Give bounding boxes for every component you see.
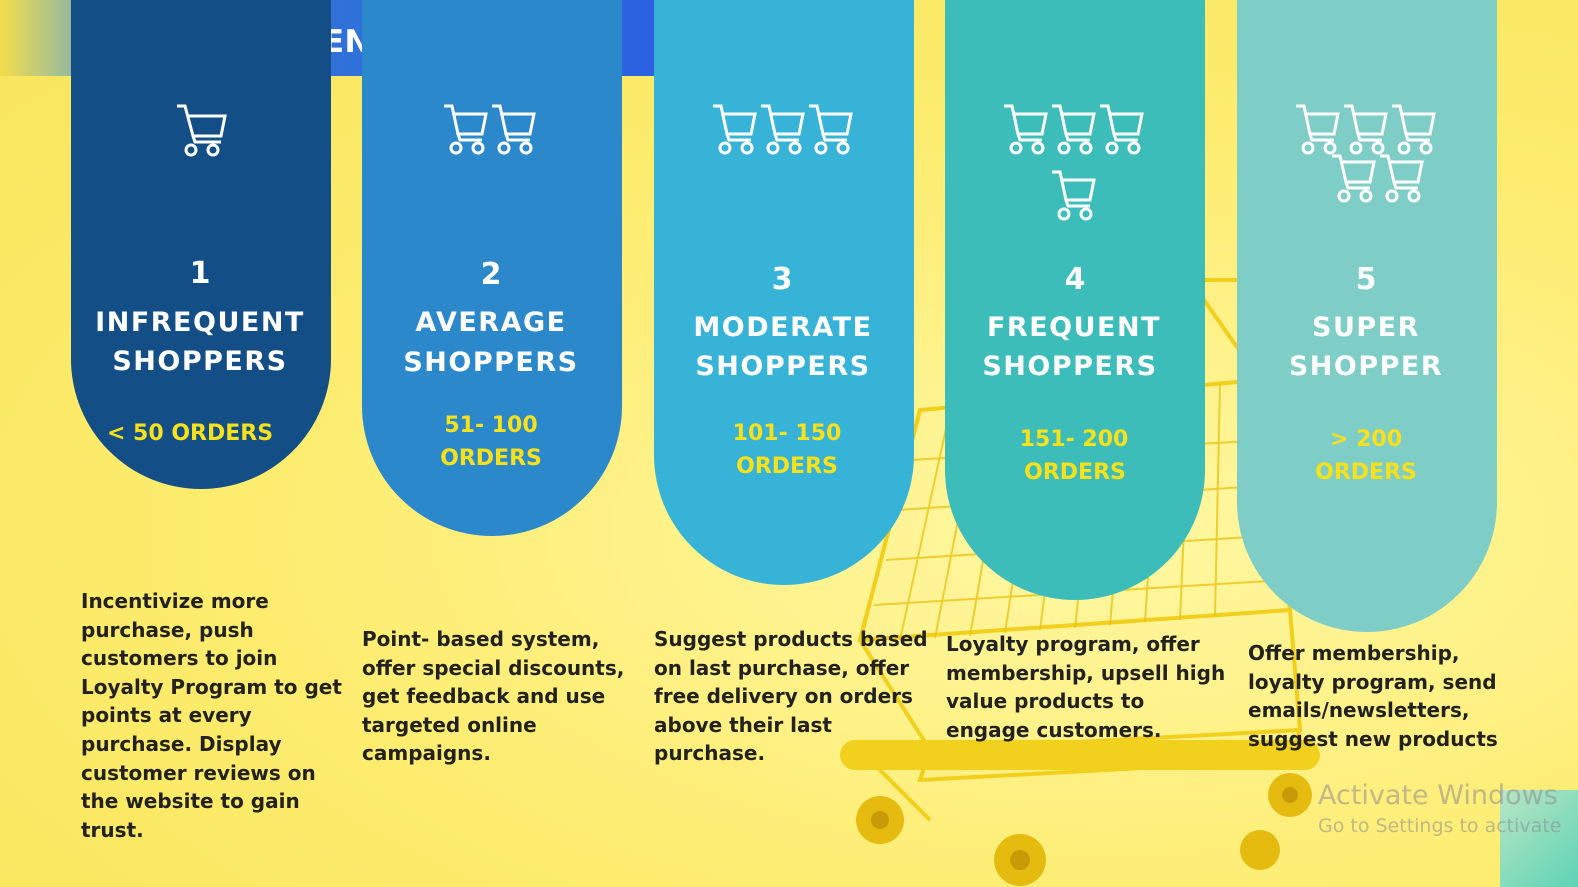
tier-name-line1: INFREQUENT bbox=[95, 307, 305, 338]
tier-name-line1: MODERATE bbox=[693, 312, 873, 343]
tier-description-2: Point- based system, offer special disco… bbox=[362, 627, 625, 766]
shopping-cart-icon bbox=[444, 104, 536, 155]
tier-card-1: 1 INFREQUENT SHOPPERS < 50 ORDERS bbox=[71, 0, 331, 489]
activation-watermark: Activate Windows Go to Settings to activ… bbox=[1318, 780, 1561, 837]
tier-description-1: Incentivize more purchase, push customer… bbox=[81, 589, 342, 842]
shopping-cart-icon bbox=[177, 104, 227, 157]
cart-icons bbox=[945, 100, 1205, 228]
tier-name-line1: SUPER bbox=[1312, 312, 1420, 343]
tier-card-4: 4 FREQUENT SHOPPERS 151- 200 ORDERS bbox=[945, 0, 1205, 600]
cart-icons bbox=[71, 100, 331, 164]
watermark-subtitle: Go to Settings to activate bbox=[1318, 815, 1562, 837]
tier-number: 1 bbox=[189, 256, 211, 291]
shopping-cart-icon bbox=[713, 104, 853, 155]
tier-name-line2: SHOPPERS bbox=[112, 346, 288, 377]
tier-name-line1: AVERAGE bbox=[415, 307, 567, 338]
tier-orders-line2: ORDERS bbox=[440, 446, 542, 471]
tier-name-line2: SHOPPERS bbox=[982, 351, 1158, 382]
cart-icons bbox=[362, 100, 622, 164]
tier-card-3: 3 MODERATE SHOPPERS 101- 150 ORDERS bbox=[654, 0, 914, 585]
tier-number: 4 bbox=[1064, 262, 1086, 297]
tier-name-line2: SHOPPER bbox=[1288, 351, 1444, 382]
tier-name-line2: SHOPPERS bbox=[695, 351, 871, 382]
tier-card-5: 5 SUPER SHOPPER > 200 ORDERS bbox=[1237, 0, 1497, 632]
tier-orders: < 50 ORDERS bbox=[106, 421, 274, 446]
tier-number: 3 bbox=[771, 262, 793, 297]
tier-orders-line2: ORDERS bbox=[736, 454, 838, 479]
shopping-cart-icon bbox=[1296, 104, 1436, 203]
shopping-cart-icon bbox=[1004, 104, 1144, 221]
tier-description-3: Suggest products based on last purchase,… bbox=[654, 627, 928, 766]
tier-name-line1: FREQUENT bbox=[986, 312, 1161, 343]
tier-orders-line1: 151- 200 bbox=[1019, 427, 1129, 452]
tier-orders-line1: 51- 100 bbox=[444, 413, 538, 438]
tier-name-line2: SHOPPERS bbox=[403, 347, 579, 378]
tier-number: 5 bbox=[1355, 262, 1377, 297]
tier-orders-line1: > 200 bbox=[1329, 427, 1402, 452]
tier-description-5: Offer membership, loyalty program, send … bbox=[1248, 641, 1498, 751]
cart-icons bbox=[1237, 100, 1497, 214]
tier-orders-line2: ORDERS bbox=[1315, 460, 1417, 485]
tier-number: 2 bbox=[480, 257, 502, 292]
tier-card-2: 2 AVERAGE SHOPPERS 51- 100 ORDERS bbox=[362, 0, 622, 536]
tier-description-4: Loyalty program, offer membership, upsel… bbox=[946, 632, 1226, 742]
tier-orders-line2: ORDERS bbox=[1024, 460, 1126, 485]
watermark-title: Activate Windows bbox=[1318, 780, 1558, 811]
cart-icons bbox=[654, 100, 914, 164]
tier-orders-line1: 101- 150 bbox=[732, 421, 842, 446]
corner-decoration bbox=[1500, 790, 1578, 887]
